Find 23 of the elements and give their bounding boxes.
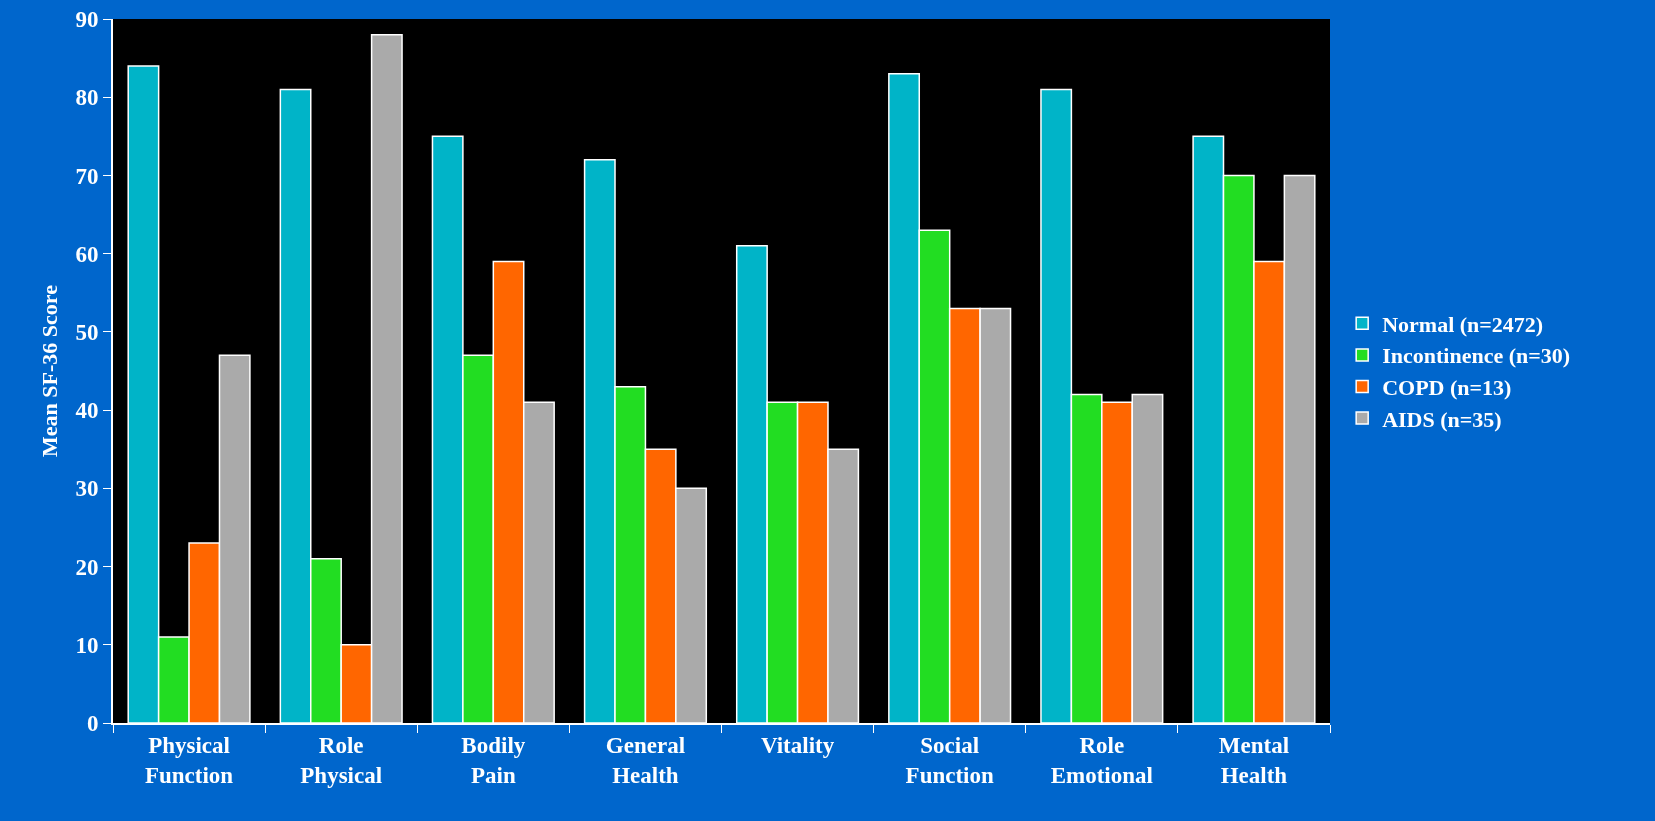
x-tick-label: Social Function (905, 732, 994, 788)
x-tick-label: Physical Function (144, 732, 234, 788)
y-tick-label: 80 (75, 85, 99, 111)
x-tick-label: Role Emotional (1050, 732, 1153, 788)
y-axis-title: Mean SF-36 Score (36, 284, 62, 457)
x-tick-label: Role Physical (300, 732, 383, 788)
y-tick-label: 0 (86, 711, 99, 737)
y-tick-label: 30 (75, 476, 99, 502)
y-tick-label: 70 (75, 163, 99, 189)
legend-label: AIDS (n=35) (1382, 406, 1502, 432)
y-tick-label: 60 (75, 241, 99, 267)
legend-label: COPD (n=13) (1382, 375, 1512, 401)
y-tick-label: 10 (75, 632, 99, 658)
x-tick-label: General Health (605, 732, 686, 788)
y-tick-label: 40 (75, 398, 99, 424)
y-tick-label: 50 (75, 319, 99, 345)
x-tick-label: Vitality (760, 732, 835, 758)
y-tick-label: 90 (75, 7, 99, 33)
x-tick-label: Bodily Pain (461, 732, 526, 788)
x-tick-label: Mental Health (1218, 732, 1290, 788)
legend-label: Incontinence (n=30) (1382, 343, 1571, 369)
legend-label: Normal (n=2472) (1382, 311, 1544, 337)
y-tick-label: 20 (75, 554, 99, 580)
